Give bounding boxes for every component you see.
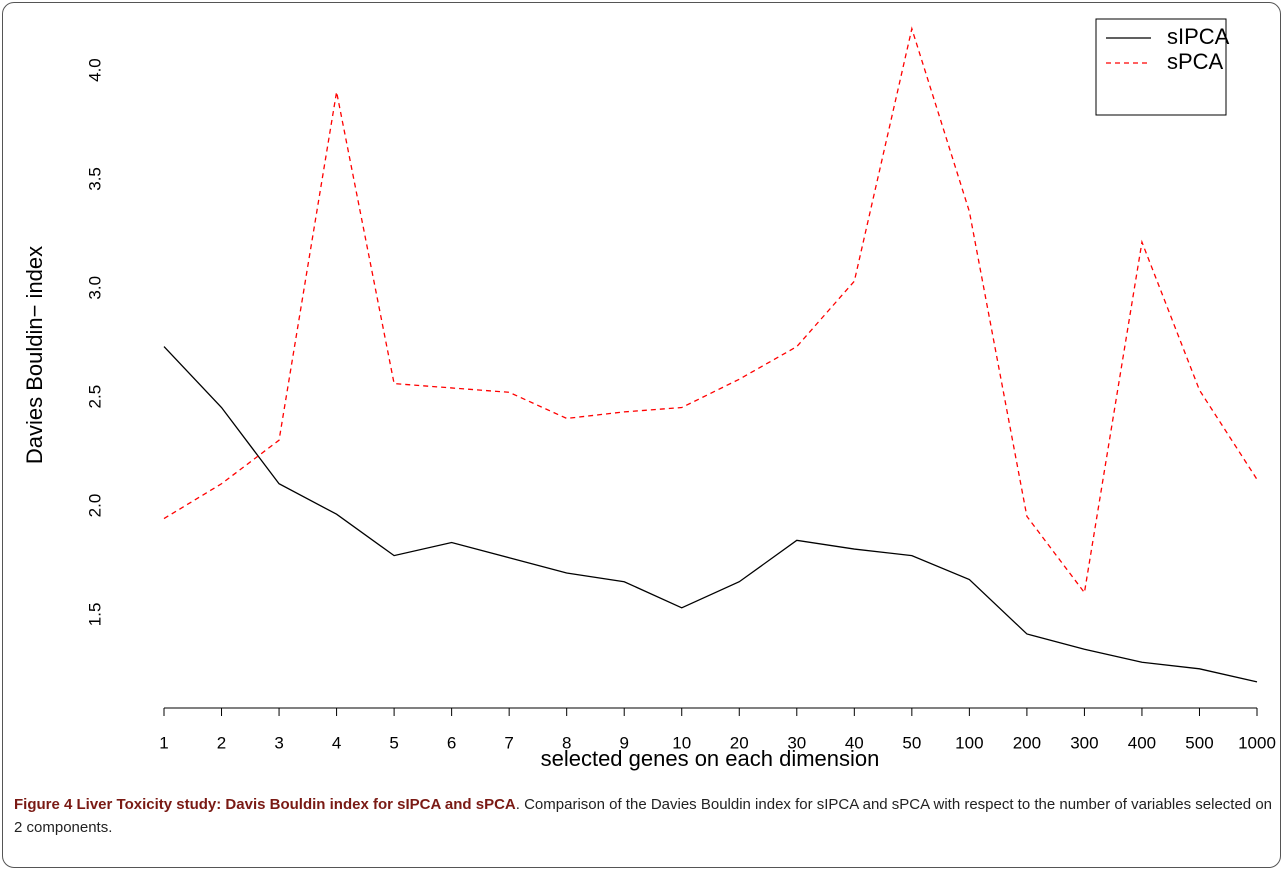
series-line bbox=[163, 346, 1258, 683]
y-tick-label: 3.0 bbox=[85, 276, 104, 300]
x-tick-label: 1 bbox=[159, 733, 168, 752]
x-tick-label: 200 bbox=[1013, 733, 1041, 752]
x-tick-label: 500 bbox=[1185, 733, 1213, 752]
x-tick-label: 1000 bbox=[1238, 733, 1276, 752]
x-tick-label: 5 bbox=[389, 733, 398, 752]
x-tick-label: 30 bbox=[787, 733, 806, 752]
x-tick-label: 6 bbox=[447, 733, 456, 752]
series-line bbox=[163, 26, 1258, 595]
legend-box bbox=[1095, 18, 1227, 116]
y-tick-label: 2.5 bbox=[85, 385, 104, 409]
x-tick-label: 3 bbox=[274, 733, 283, 752]
caption: Figure 4 Liver Toxicity study: Davis Bou… bbox=[14, 793, 1272, 839]
x-tick-label: 2 bbox=[217, 733, 226, 752]
y-tick-label: 4.0 bbox=[85, 58, 104, 82]
x-axis-label: selected genes on each dimension bbox=[541, 746, 880, 771]
x-tick-label: 300 bbox=[1070, 733, 1098, 752]
legend-label: sPCA bbox=[1167, 49, 1224, 74]
chart: selected genes on each dimension Davies … bbox=[22, 18, 1276, 771]
y-tick-label: 1.5 bbox=[85, 603, 104, 627]
x-tick-label: 9 bbox=[619, 733, 628, 752]
x-tick-label: 50 bbox=[902, 733, 921, 752]
legend-label: sIPCA bbox=[1167, 24, 1230, 49]
x-tick-label: 100 bbox=[955, 733, 983, 752]
x-tick-label: 10 bbox=[672, 733, 691, 752]
y-axis-label: Davies Bouldin− index bbox=[22, 246, 47, 464]
x-tick-label: 20 bbox=[730, 733, 749, 752]
x-tick-label: 7 bbox=[504, 733, 513, 752]
y-tick-label: 3.5 bbox=[85, 167, 104, 191]
caption-title: Figure 4 Liver Toxicity study: Davis Bou… bbox=[14, 796, 516, 813]
x-tick-label: 4 bbox=[332, 733, 341, 752]
x-tick-label: 40 bbox=[845, 733, 864, 752]
x-tick-label: 8 bbox=[562, 733, 571, 752]
caption-text: . Comparison of the Davies Bouldin index… bbox=[14, 796, 1272, 836]
y-tick-label: 2.0 bbox=[85, 494, 104, 518]
x-tick-label: 400 bbox=[1128, 733, 1156, 752]
